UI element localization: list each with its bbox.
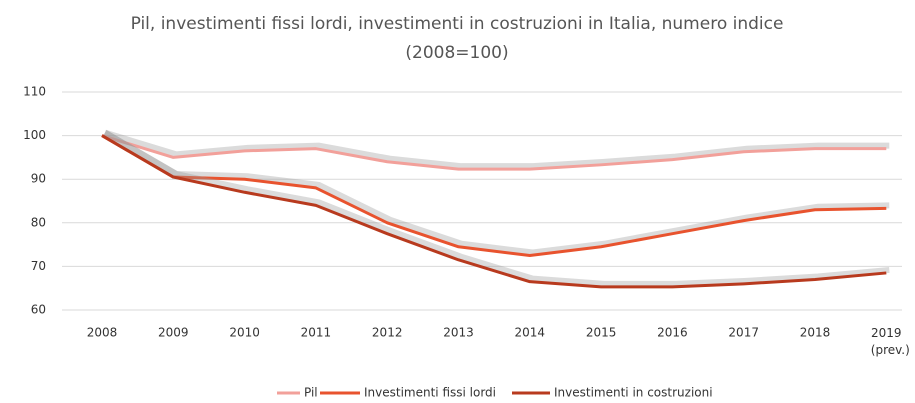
y-tick-label: 110 [23, 85, 46, 99]
series-line [101, 134, 887, 257]
x-tick-label: 2009 [158, 326, 189, 340]
y-tick-label: 80 [31, 215, 46, 229]
line-shadow [103, 130, 890, 287]
series-line [101, 134, 887, 289]
x-tick-label: 2013 [443, 326, 474, 340]
x-tick-label: 2014 [515, 326, 546, 340]
x-tick-label: 2016 [657, 326, 688, 340]
x-tick-label: 2012 [372, 326, 403, 340]
line-shadow [103, 130, 890, 256]
x-tick-label: 2008 [87, 326, 118, 340]
y-tick-label: 60 [31, 303, 46, 317]
chart-title: Pil, investimenti fissi lordi, investime… [130, 14, 784, 63]
x-tick-label: 2018 [800, 326, 831, 340]
series-line [101, 134, 887, 171]
x-tick-label: 2019 (prev.) [871, 326, 910, 357]
x-tick-label: 2015 [586, 326, 617, 340]
legend-label: Pil [304, 386, 318, 400]
x-tick-label: 2017 [728, 326, 759, 340]
legend-label: Investimenti in costruzioni [554, 386, 713, 400]
legend-label: Investimenti fissi lordi [364, 386, 496, 400]
line-shadow [104, 129, 890, 170]
y-tick-label: 70 [31, 259, 46, 273]
y-tick-label: 100 [23, 128, 46, 142]
x-tick-label: 2011 [301, 326, 332, 340]
x-tick-label: 2010 [229, 326, 260, 340]
y-tick-label: 90 [31, 172, 46, 186]
